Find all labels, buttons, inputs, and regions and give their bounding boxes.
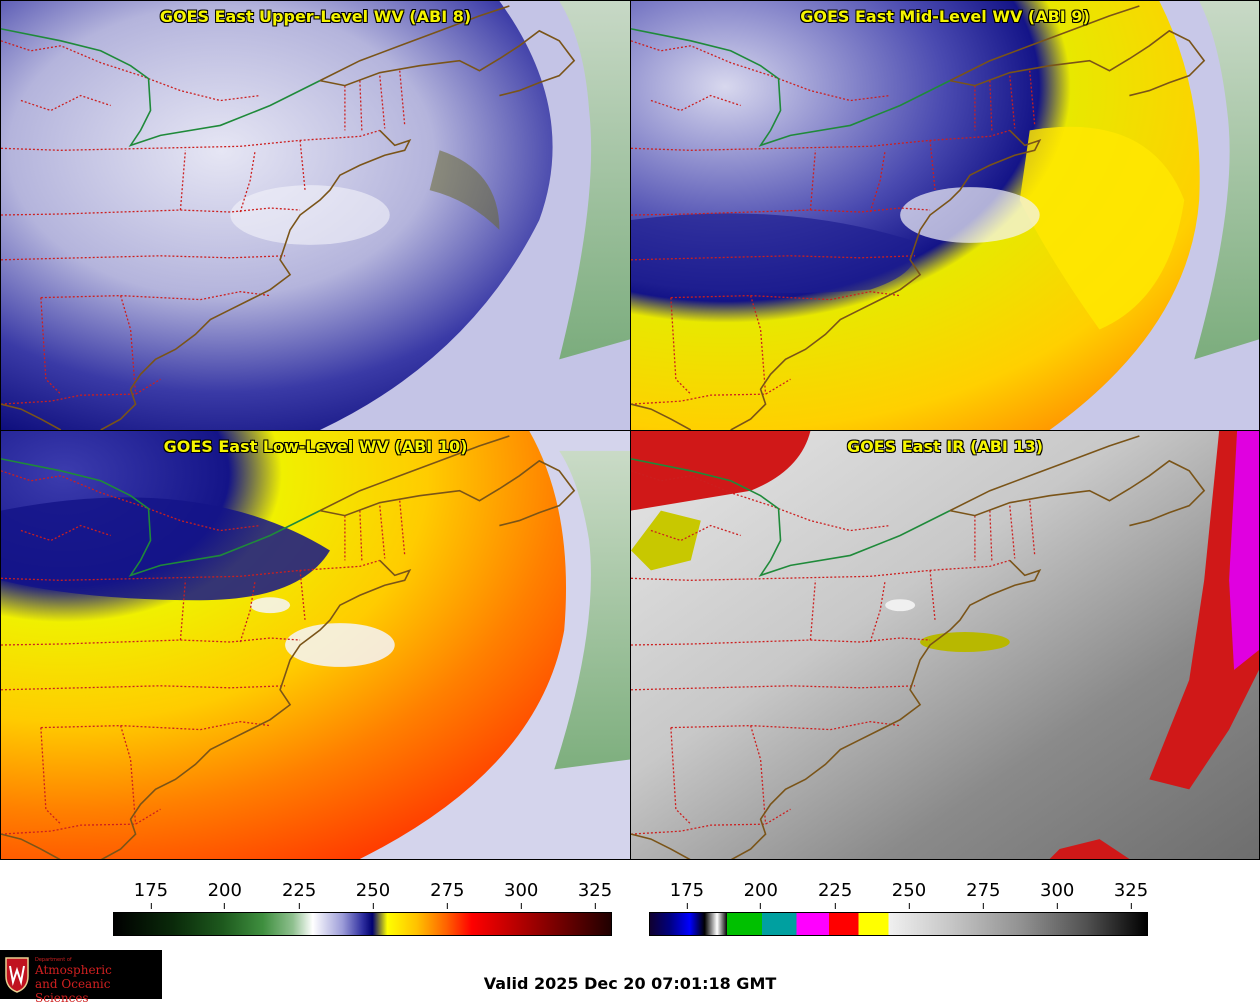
- wv-tick: 250: [356, 880, 390, 909]
- logo-department: Department of: [35, 957, 72, 963]
- low-level-wv-panel: GOES East Low-Level WV (ABI 10): [0, 430, 631, 860]
- panel-title: GOES East IR (ABI 13): [846, 437, 1044, 456]
- wv-tick: 275: [430, 880, 465, 909]
- upper-level-wv-panel: GOES East Upper-Level WV (ABI 8): [0, 0, 631, 431]
- ir-tick: 300: [1040, 880, 1074, 909]
- ir-tick: 250: [892, 880, 926, 909]
- ir-tick: 325: [1114, 880, 1148, 909]
- ir-tick: 200: [744, 880, 778, 909]
- wv-tick: 325: [578, 880, 612, 909]
- panel-title: GOES East Mid-Level WV (ABI 9): [800, 7, 1090, 26]
- wv-tick: 200: [208, 880, 242, 909]
- uw-crest-icon: [5, 957, 29, 993]
- wv-tick: 175: [134, 880, 168, 909]
- mid-level-wv-panel: GOES East Mid-Level WV (ABI 9): [630, 0, 1260, 431]
- ir-panel: GOES East IR (ABI 13): [630, 430, 1260, 860]
- upper-level-wv-image: [1, 1, 630, 430]
- ir-colorbar: [649, 912, 1148, 936]
- ir-tick: 275: [966, 880, 1001, 909]
- ir-image: [631, 431, 1259, 859]
- aos-logo: Department of Atmospheric and Oceanic Sc…: [0, 950, 162, 1005]
- valid-time: Valid 2025 Dec 20 07:01:18 GMT: [483, 974, 777, 993]
- ir-tick: 175: [670, 880, 704, 909]
- logo-line1: Atmospheric: [35, 963, 112, 977]
- low-level-wv-image: [1, 431, 630, 859]
- wv-tick: 300: [504, 880, 538, 909]
- wv-colorbar: [113, 912, 612, 936]
- mid-level-wv-image: [631, 1, 1259, 430]
- ir-tick: 225: [818, 880, 852, 909]
- ir-colorbar-ticks: 175 200 225 250 275 300 325: [649, 880, 1148, 912]
- wv-tick: 225: [282, 880, 316, 909]
- panel-title: GOES East Low-Level WV (ABI 10): [163, 437, 468, 456]
- wv-colorbar-ticks: 175 200 225 250 275 300 325: [113, 880, 612, 912]
- panel-title: GOES East Upper-Level WV (ABI 8): [159, 7, 472, 26]
